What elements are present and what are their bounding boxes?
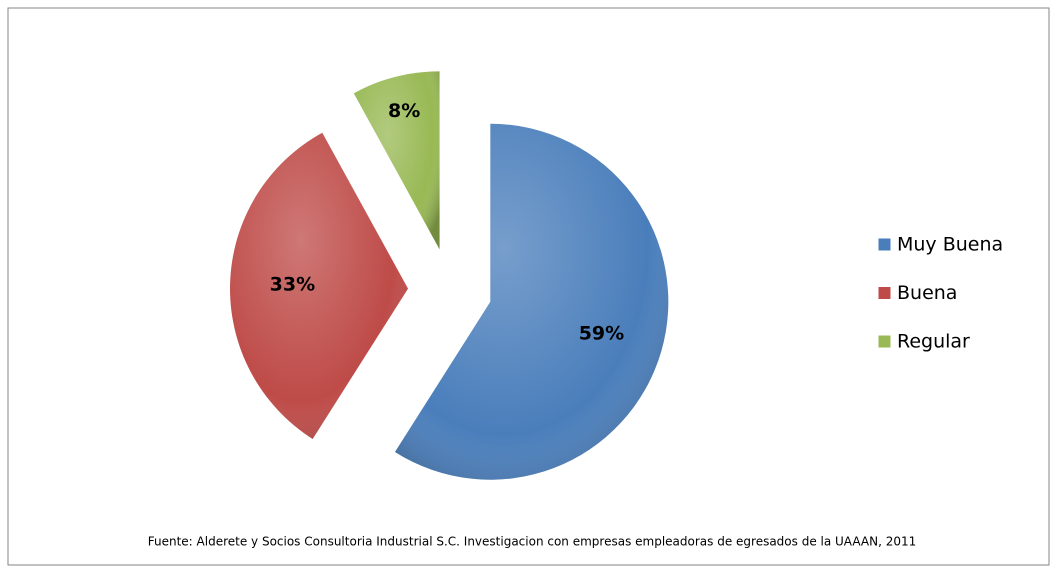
legend-swatch [877,237,892,252]
slice-shade [230,132,409,439]
legend-label: Regular [897,331,970,353]
legend-swatch [877,334,892,349]
legend-label: Muy Buena [897,234,1003,256]
slice-shade [353,71,440,250]
data-label: 59% [579,322,624,344]
source-note: Fuente: Alderete y Socios Consultoria In… [148,535,917,549]
legend-label: Buena [897,282,957,304]
slice-shade [394,123,669,480]
data-label: 8% [388,100,420,122]
data-label: 33% [270,274,315,296]
legend-swatch [877,286,892,300]
